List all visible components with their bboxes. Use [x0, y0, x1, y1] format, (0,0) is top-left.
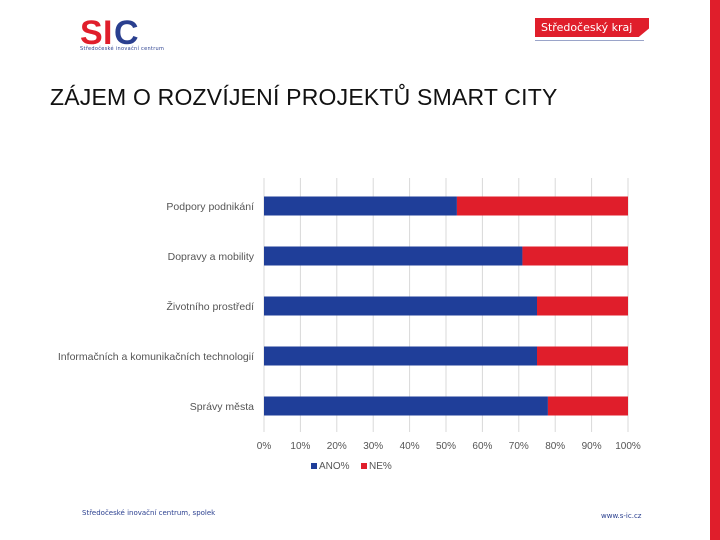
x-tick-label: 10% [290, 441, 310, 452]
bar-segment [537, 346, 628, 366]
x-tick-label: 40% [400, 441, 420, 452]
x-tick-label: 60% [472, 441, 492, 452]
category-label: Informačních a komunikačních technologií [58, 351, 254, 363]
x-tick-label: 80% [545, 441, 565, 452]
brand-label: Středočeský kraj [535, 18, 649, 37]
logo-letter-s: S [80, 14, 103, 52]
category-label: Podpory podnikání [166, 201, 254, 213]
bar-segment [264, 296, 537, 316]
category-label: Životního prostředí [166, 300, 254, 313]
logo-subtext: Středočeské inovační centrum [80, 46, 165, 52]
x-tick-label: 20% [327, 441, 347, 452]
sic-logo: S I C Středočeské inovační centrum [80, 16, 180, 56]
bar-segment [456, 196, 628, 216]
x-tick-label: 30% [363, 441, 383, 452]
legend-swatch [361, 463, 367, 469]
x-tick-label: 90% [582, 441, 602, 452]
category-label: Dopravy a mobility [168, 251, 255, 263]
bar-segment [264, 346, 537, 366]
logo-letter-c: C [114, 14, 139, 52]
category-label: Správy města [190, 401, 254, 413]
logo-letter-i: I [103, 14, 113, 52]
bar-segment [264, 246, 523, 266]
bar-segment [264, 396, 548, 416]
footer-organization: Středočeské inovační centrum, spolek [82, 509, 216, 517]
bar-segment [264, 196, 457, 216]
x-tick-label: 70% [509, 441, 529, 452]
legend-label: ANO% [319, 461, 350, 472]
bar-segment [547, 396, 628, 416]
legend-swatch [311, 463, 317, 469]
footer-website: www.s-ic.cz [601, 512, 642, 520]
legend-label: NE% [369, 461, 392, 472]
brand-underline [535, 40, 644, 41]
bar-segment [522, 246, 628, 266]
x-tick-label: 0% [257, 441, 272, 452]
x-tick-label: 50% [436, 441, 456, 452]
x-tick-label: 100% [615, 441, 641, 452]
stacked-bar-chart: 0% 10% 20% 30% 40% 50% 60% 70% 80% 90% 100% Podpory… [58, 178, 641, 472]
side-stripe [710, 0, 720, 540]
slide-title: ZÁJEM O ROZVÍJENÍ PROJEKTŮ SMART CITY [50, 84, 558, 110]
bar-segment [537, 296, 628, 316]
